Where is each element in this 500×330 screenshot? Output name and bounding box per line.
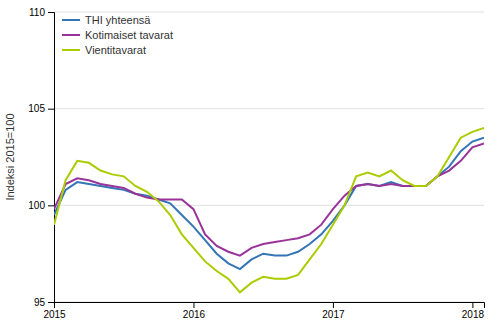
y-tick-mark [48,302,54,303]
legend-label: Vientitavarat [85,44,146,56]
x-tick-label: 2015 [43,309,66,320]
x-tick-mark [333,302,334,308]
x-tick: 2016 [183,302,206,320]
y-tick-mark [48,12,54,13]
y-tick: 95 [34,297,54,308]
y-tick: 105 [28,103,54,114]
x-tick-label: 2017 [322,309,345,320]
y-tick: 100 [28,200,54,211]
x-tick: 2017 [322,302,345,320]
legend: THI yhteensä Kotimaiset tavarat Vientitava… [62,14,173,56]
legend-swatch [62,49,80,51]
y-tick-label: 100 [28,200,45,211]
x-tick-label: 2018 [462,309,485,320]
series-line [54,138,484,269]
legend-swatch [62,19,80,21]
x-tick-mark [54,302,55,308]
series-line [54,143,484,255]
y-tick: 110 [29,7,54,18]
y-tick-mark [48,205,54,206]
y-tick-mark [48,109,54,110]
y-axis-title: Indeksi 2015=100 [4,113,16,200]
y-tick-label: 95 [34,297,46,308]
grid [54,12,484,302]
x-axis: 2015 2016 2017 2018 [43,302,484,320]
x-tick: 2018 [462,302,485,320]
y-tick-label: 110 [29,7,45,18]
x-tick: 2015 [43,302,66,320]
legend-item: Kotimaiset tavarat [62,29,173,41]
x-axis-line [55,303,485,309]
legend-item: THI yhteensä [62,14,151,26]
y-axis-line [48,13,55,303]
grid-line [54,205,484,206]
legend-item: Vientitavarat [62,44,146,56]
x-tick-label: 2016 [183,309,206,320]
series-line [54,128,484,292]
x-tick-mark [193,302,194,308]
plot-area [54,128,484,292]
legend-label: THI yhteensä [85,14,151,26]
legend-label: Kotimaiset tavarat [85,29,173,41]
grid-line [54,12,484,13]
legend-swatch [62,34,80,36]
chart: 95 100 105 110 2015 2016 2017 2018 Indeksi 2015=… [0,0,500,330]
grid-line [54,108,484,109]
y-tick-label: 105 [28,103,45,114]
y-axis: 95 100 105 110 [28,7,54,308]
x-tick-mark [472,302,473,308]
